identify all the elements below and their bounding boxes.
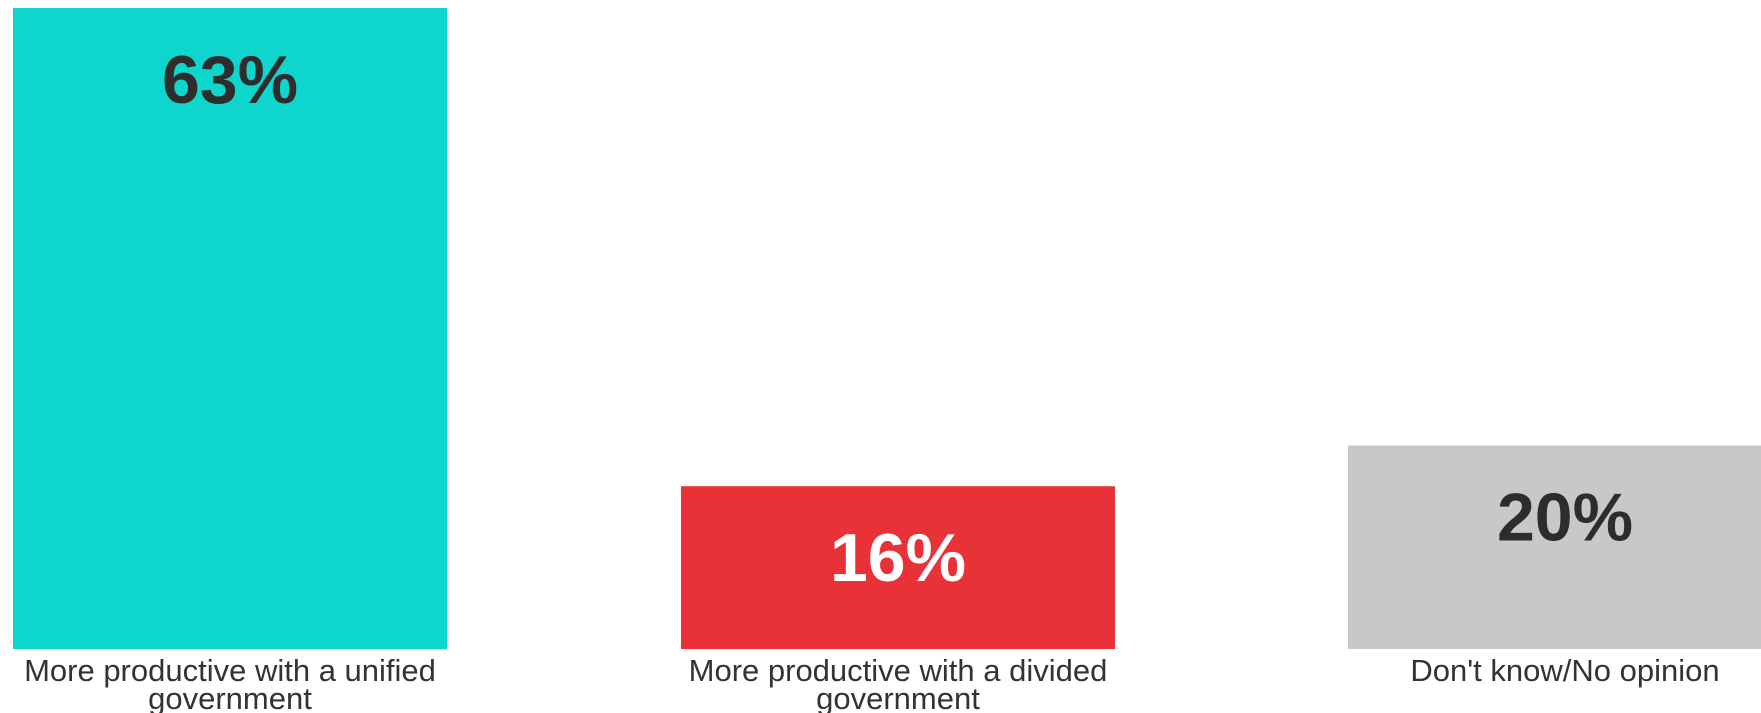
bar-1 <box>13 8 447 649</box>
bar-2 <box>681 486 1115 649</box>
value-labels-group: 63% 16% 20% <box>162 42 1633 596</box>
category-label-2-line-2: government <box>816 681 980 713</box>
category-label-1-line-2: government <box>148 681 312 713</box>
value-label-2: 16% <box>830 520 966 596</box>
category-label-2-line-1: More productive with a divided <box>689 653 1108 688</box>
category-label-3-line-1: Don't know/No opinion <box>1410 653 1719 688</box>
category-label-1-line-1: More productive with a unified <box>24 653 436 688</box>
category-labels-group: More productive with a unifiedgovernment… <box>24 653 1720 713</box>
bars-group <box>13 8 1761 649</box>
value-label-3: 20% <box>1497 480 1633 556</box>
value-label-1: 63% <box>162 42 298 118</box>
bar-3 <box>1348 445 1761 649</box>
